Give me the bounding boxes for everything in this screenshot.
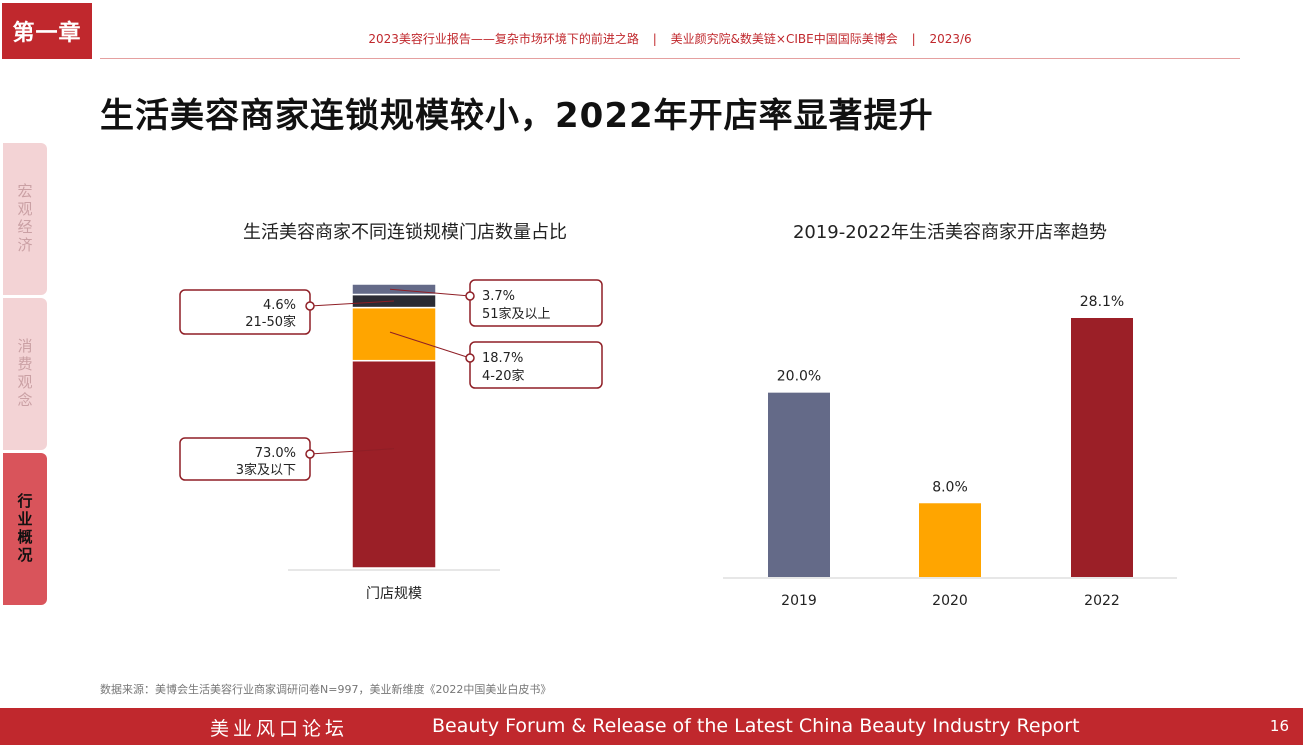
callout-marker: [465, 291, 475, 301]
sidebar-item-label: 消费观念: [15, 338, 34, 410]
header-separator: |: [911, 32, 916, 46]
stacked-bar-chart: 门店规模 73.0%3家及以下 18.7% 4-20家 4.6%21-50家 3.7% 51…: [179, 279, 603, 602]
sidebar-item-label: 宏观经济: [15, 183, 34, 255]
bar-2020: [919, 503, 981, 577]
sidebar-item-industry-overview[interactable]: 行业概况: [3, 453, 47, 605]
footer-forum-english: Beauty Forum & Release of the Latest Chi…: [432, 715, 1080, 737]
report-publishers: 美业颜究院&数美链×CIBE中国国际美博会: [670, 32, 898, 46]
callout-marker: [465, 353, 475, 363]
callout-marker: [305, 301, 315, 311]
x-tick-label: 2019: [781, 593, 817, 609]
bar-segment-1: [351, 359, 437, 569]
page-number: 16: [1269, 717, 1289, 735]
bar-segment-3: [351, 293, 437, 309]
x-tick-label: 2020: [932, 593, 968, 609]
bar-2019: [768, 392, 830, 577]
data-label: 3.7%: [482, 289, 515, 304]
x-tick-label: 2022: [1084, 593, 1120, 609]
data-label: 28.1%: [1080, 294, 1124, 310]
header-divider: [100, 58, 1240, 59]
bar-segment-2: [351, 306, 437, 362]
legend-label: 4-20家: [482, 368, 525, 384]
x-tick-label: 门店规模: [366, 586, 422, 602]
callout-box: [469, 341, 603, 389]
footer: 美业风口论坛 Beauty Forum & Release of the Lat…: [0, 708, 1303, 745]
callout-box: [179, 289, 311, 335]
header-separator: |: [652, 32, 657, 46]
data-label: 8.0%: [932, 479, 968, 495]
chapter-tag: 第一章: [2, 3, 92, 59]
chart1-title: 生活美容商家不同连锁规模门店数量占比: [243, 222, 567, 243]
footer-forum-name: 美业风口论坛: [210, 718, 349, 740]
legend-label: 3家及以下: [236, 462, 296, 478]
legend-label: 21-50家: [245, 314, 296, 330]
report-title: 2023美容行业报告——复杂市场环境下的前进之路: [368, 32, 639, 46]
legend-label: 51家及以上: [482, 306, 551, 322]
callout-leader: [309, 448, 395, 455]
bar-chart: 20.0% 2019 8.0% 2020 28.1% 2022: [723, 294, 1177, 609]
data-label: 73.0%: [255, 446, 296, 461]
data-source: 数据来源：美博会生活美容行业商家调研问卷N=997，美业新维度《2022中国美业…: [100, 683, 552, 696]
callout-marker: [305, 449, 315, 459]
sidebar-item-macro-economy[interactable]: 宏观经济: [3, 143, 47, 295]
page-title: 生活美容商家连锁规模较小，2022年开店率显著提升: [100, 96, 934, 136]
callout-leader: [389, 288, 471, 297]
callout-box: [469, 279, 603, 327]
callout-leader: [389, 331, 471, 359]
chart2-title: 2019-2022年生活美容商家开店率趋势: [792, 222, 1108, 243]
callout-leader: [309, 300, 395, 307]
report-date: 2023/6: [929, 32, 972, 46]
sidebar-item-label: 行业概况: [15, 493, 34, 565]
data-label: 20.0%: [777, 369, 821, 385]
bar-2022: [1071, 318, 1133, 577]
data-label: 18.7%: [482, 351, 523, 366]
sidebar-item-consumer-attitude[interactable]: 消费观念: [3, 298, 47, 450]
data-label: 4.6%: [263, 298, 296, 313]
callout-box: [179, 437, 311, 481]
report-header: 2023美容行业报告——复杂市场环境下的前进之路 | 美业颜究院&数美链×CIB…: [100, 30, 1240, 47]
